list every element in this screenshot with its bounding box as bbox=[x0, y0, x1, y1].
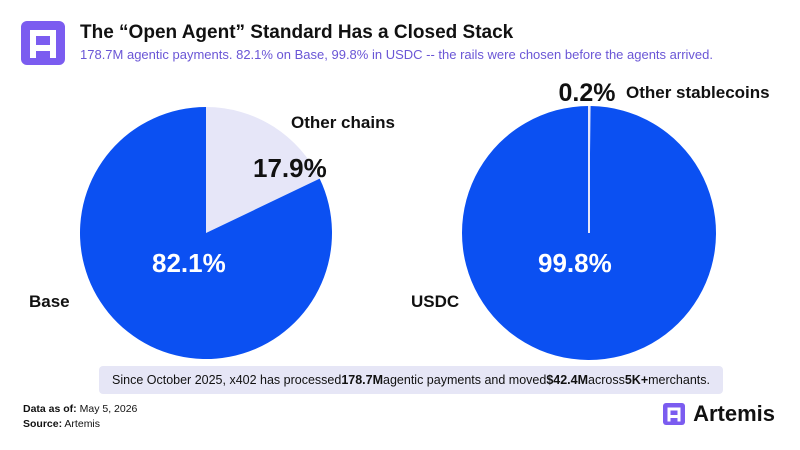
note-text-2: agentic payments and moved bbox=[383, 373, 547, 387]
pie-1-label-0: USDC bbox=[411, 292, 459, 311]
brand-lockup: Artemis bbox=[663, 401, 775, 427]
pie-slice-0-secondary bbox=[206, 107, 320, 233]
data-date-value: May 5, 2026 bbox=[76, 403, 138, 415]
note-merchants: 5K+ bbox=[624, 373, 649, 387]
pie-1-value-0: 99.8% bbox=[538, 248, 612, 278]
pie-1-value-1: 0.2% bbox=[559, 79, 616, 107]
note-payments: 178.7M bbox=[341, 373, 384, 387]
artemis-logo-icon bbox=[21, 21, 65, 65]
note-volume: $42.4M bbox=[546, 373, 589, 387]
data-date: Data as of: May 5, 2026 bbox=[23, 403, 137, 415]
note-text-1: Since October 2025, x402 has processed bbox=[112, 373, 342, 387]
data-date-label: Data as of: bbox=[23, 403, 77, 415]
pie-1-label-1: Other stablecoins bbox=[626, 83, 770, 102]
brand-name: Artemis bbox=[693, 401, 775, 426]
data-source-value: Artemis bbox=[62, 418, 101, 430]
summary-note: Since October 2025, x402 has processed 1… bbox=[99, 366, 723, 394]
pie-slice-0-primary bbox=[80, 107, 333, 360]
note-text-3: across bbox=[588, 373, 625, 387]
data-source: Source: Artemis bbox=[23, 418, 100, 430]
pie-0-value-1: 17.9% bbox=[253, 153, 327, 183]
pie-0-label-0: Base bbox=[29, 292, 70, 311]
page-subtitle: 178.7M agentic payments. 82.1% on Base, … bbox=[80, 47, 714, 62]
data-source-label: Source: bbox=[23, 418, 63, 430]
note-text-4: merchants. bbox=[648, 373, 710, 387]
artemis-logo-small-icon bbox=[663, 403, 686, 425]
pie-0-value-0: 82.1% bbox=[152, 248, 226, 278]
pie-0-label-1: Other chains bbox=[291, 113, 395, 132]
page-title: The “Open Agent” Standard Has a Closed S… bbox=[80, 22, 514, 43]
